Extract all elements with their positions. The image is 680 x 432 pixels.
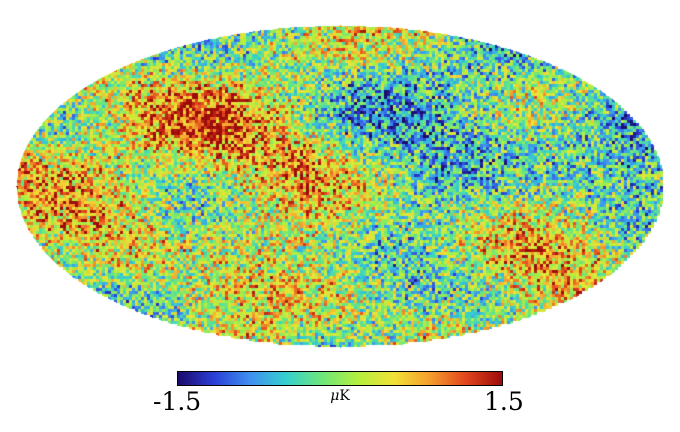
mollweide-sky-map: [0, 0, 680, 360]
colorbar: [177, 371, 503, 386]
unit-suffix: K: [339, 388, 350, 404]
colorbar-min-label: -1.5: [153, 387, 202, 416]
unit-prefix: μ: [330, 388, 340, 404]
colorbar-max-label: 1.5: [484, 387, 524, 416]
colorbar-unit-label: μK: [0, 388, 680, 404]
